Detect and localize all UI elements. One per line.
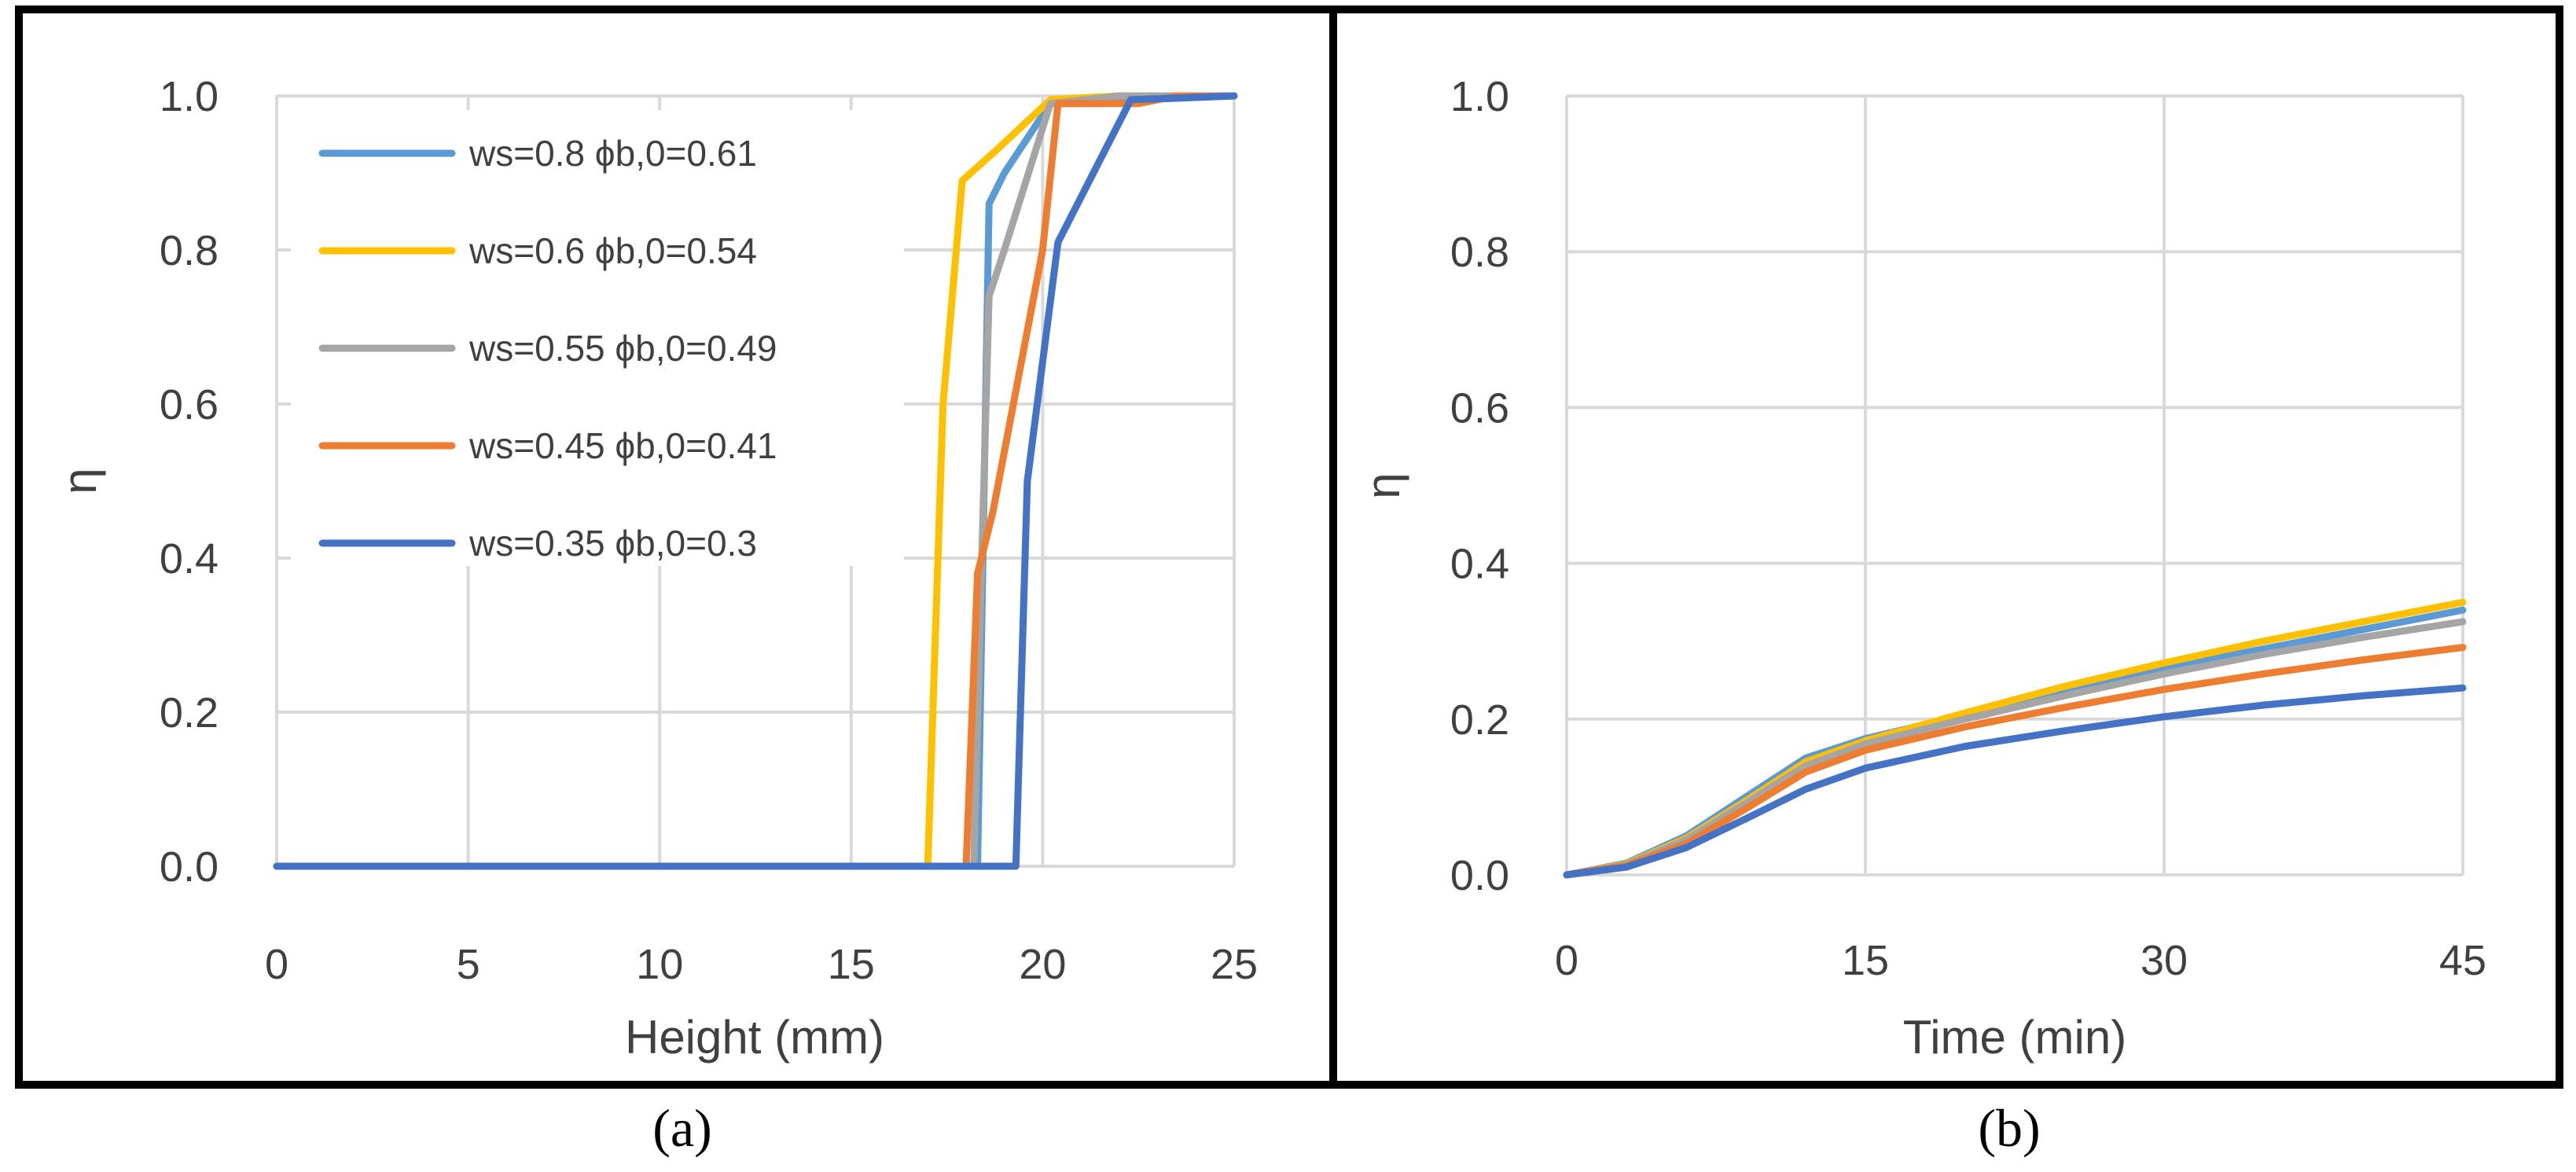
y-tick-label: 0.2: [160, 689, 219, 737]
x-tick-label: 15: [828, 941, 875, 988]
panel-caption: (b): [1978, 1098, 2040, 1158]
y-tick-label: 0.0: [160, 843, 219, 891]
legend-box: [291, 110, 904, 566]
y-tick-label: 1.0: [160, 73, 219, 120]
y-tick-label: 0.4: [1450, 541, 1509, 588]
legend-label-4: ws=0.45 ϕb,0=0.41: [469, 425, 777, 466]
series-line-3: [273, 92, 1238, 870]
x-tick-label: 10: [636, 941, 683, 988]
legend-label-3: ws=0.55 ϕb,0=0.49: [469, 328, 777, 369]
chart-b: 0.0 0.2 0.4 0.6 0.8 1.0 0 15 30 45 Time (min) η (b): [1357, 73, 2486, 1158]
x-axis-title: Time (min): [1903, 1011, 2126, 1064]
x-tick-label: 0: [1555, 937, 1578, 984]
panel-caption: (a): [652, 1098, 711, 1158]
panel-b-frame: [1329, 6, 2563, 1089]
y-axis-title: η: [1357, 472, 1409, 498]
x-tick-label: 0: [265, 941, 288, 988]
legend-label-1: ws=0.8 ϕb,0=0.61: [469, 133, 757, 174]
x-tick-label: 45: [2439, 937, 2486, 984]
y-tick-label: 1.0: [1450, 73, 1509, 120]
series-line-5: [1563, 684, 2467, 879]
x-tick-label: 30: [2141, 937, 2188, 984]
y-tick-label: 0.2: [1450, 696, 1509, 744]
x-tick-label: 20: [1019, 941, 1066, 988]
y-tick-label: 0.6: [1450, 384, 1509, 432]
y-tick-label: 0.8: [160, 227, 219, 274]
y-axis-title: η: [53, 468, 106, 494]
y-tick-label: 0.8: [1450, 229, 1509, 276]
x-tick-label: 25: [1211, 941, 1258, 988]
legend-label-5: ws=0.35 ϕb,0=0.3: [469, 523, 757, 564]
y-tick-label: 0.0: [1450, 852, 1509, 899]
x-tick-label: 15: [1842, 937, 1889, 984]
x-axis-title: Height (mm): [625, 1011, 884, 1064]
chart-a: 0.0 0.2 0.4 0.6 0.8 1.0 0 5 10 15 20 25 Height (mm) η…: [53, 73, 1258, 1158]
y-tick-label: 0.4: [160, 535, 219, 582]
x-tick-label: 5: [457, 941, 480, 988]
series-line-5: [273, 92, 1238, 870]
legend-label-2: ws=0.6 ϕb,0=0.54: [469, 230, 757, 271]
y-tick-label: 0.6: [160, 381, 219, 428]
